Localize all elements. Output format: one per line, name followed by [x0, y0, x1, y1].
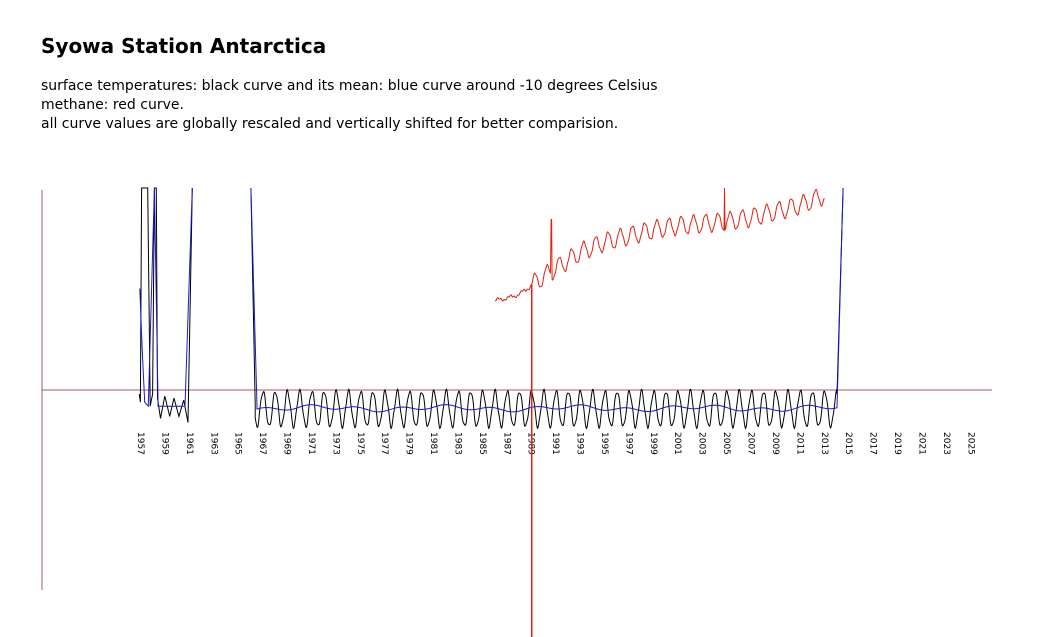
x-tick-label-1969: 1969	[282, 432, 292, 455]
x-tick-label-2021: 2021	[916, 432, 926, 455]
x-tick-label-1987: 1987	[501, 432, 511, 455]
x-tick-label-2005: 2005	[721, 432, 731, 455]
mean-line-early	[139, 187, 193, 408]
x-tick-label-1971: 1971	[306, 432, 316, 455]
description: surface temperatures: black curve and it…	[41, 77, 658, 134]
x-tick-label-1975: 1975	[355, 432, 365, 455]
series-lines	[138, 187, 844, 430]
x-tick-label-2013: 2013	[819, 432, 829, 455]
x-tick-label-2001: 2001	[672, 432, 682, 455]
temperature-line	[250, 187, 844, 430]
x-tick-label-2017: 2017	[868, 432, 878, 455]
description-line-temperature: surface temperatures: black curve and it…	[41, 78, 658, 94]
x-tick-label-1983: 1983	[452, 432, 462, 455]
description-line-rescaling: all curve values are globally rescaled a…	[41, 116, 619, 132]
x-tick-label-1985: 1985	[477, 432, 487, 455]
x-tick-label-1999: 1999	[648, 432, 658, 455]
x-tick-label-1967: 1967	[257, 432, 267, 455]
x-tick-label-2003: 2003	[697, 432, 707, 455]
x-tick-label-1981: 1981	[428, 432, 438, 455]
x-tick-label-1993: 1993	[575, 432, 585, 455]
x-tick-label-1973: 1973	[330, 432, 340, 455]
description-line-methane: methane: red curve.	[41, 97, 184, 113]
x-tick-label-2007: 2007	[746, 432, 756, 455]
x-tick-label-1995: 1995	[599, 432, 609, 455]
x-tick-label-2019: 2019	[892, 432, 902, 455]
methane-line	[494, 187, 825, 302]
x-tick-label-1989: 1989	[526, 432, 536, 455]
x-tick-label-1979: 1979	[404, 432, 414, 455]
x-tick-label-1959: 1959	[159, 432, 169, 455]
x-tick-label-2009: 2009	[770, 432, 780, 455]
mean-line	[250, 187, 844, 413]
x-tick-label-2011: 2011	[794, 432, 804, 455]
page-title: Syowa Station Antarctica	[41, 34, 327, 58]
x-tick-labels: 1957 1959 1961 1963 1965 1967 1969 1971 1973 1975…	[135, 432, 975, 455]
x-tick-label-1977: 1977	[379, 432, 389, 455]
x-tick-label-2023: 2023	[941, 432, 951, 455]
x-tick-label-1957: 1957	[135, 432, 145, 455]
x-tick-label-1965: 1965	[233, 432, 243, 455]
x-tick-label-1961: 1961	[184, 432, 194, 455]
x-tick-label-1997: 1997	[623, 432, 633, 455]
axes	[41, 190, 992, 590]
x-tick-label-2025: 2025	[965, 432, 975, 455]
x-tick-label-2015: 2015	[843, 432, 853, 455]
x-tick-label-1991: 1991	[550, 432, 560, 455]
x-tick-label-1963: 1963	[208, 432, 218, 455]
temperature-line-early	[138, 187, 193, 423]
